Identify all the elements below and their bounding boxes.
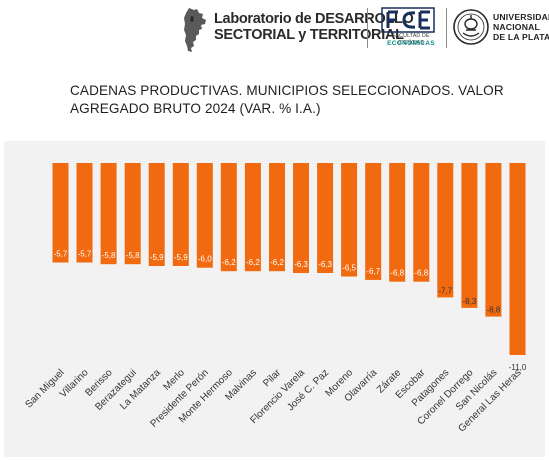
bar xyxy=(293,163,309,273)
bar xyxy=(485,163,502,317)
header-divider-1 xyxy=(367,8,368,48)
bar xyxy=(100,163,117,265)
bar xyxy=(148,163,165,266)
bar xyxy=(76,163,93,263)
data-label: -6,8 xyxy=(390,269,404,278)
bar xyxy=(269,163,285,272)
lab-name: Laboratorio de DESARROLLO SECTORIAL y TE… xyxy=(214,11,414,43)
unlp-name: UNIVERSIDAD NACIONAL DE LA PLATA xyxy=(493,12,549,42)
data-label: -5,7 xyxy=(78,250,92,259)
bar xyxy=(461,163,478,308)
bar xyxy=(244,163,261,272)
unlp-line3: DE LA PLATA xyxy=(493,32,549,42)
data-label: -6,3 xyxy=(294,260,308,269)
data-label: -8,3 xyxy=(463,297,477,306)
lab-name-line1: Laboratorio de DESARROLLO xyxy=(214,11,414,27)
data-label: -8,8 xyxy=(487,306,501,315)
bar xyxy=(509,163,526,355)
bar xyxy=(172,163,189,266)
lab-name-line2: SECTORIAL y TERRITORIAL xyxy=(214,27,404,43)
bar xyxy=(413,163,430,282)
header-divider-2 xyxy=(446,8,447,48)
bar xyxy=(317,163,334,273)
data-label: -5,8 xyxy=(126,251,140,260)
data-label: -6,2 xyxy=(222,258,236,267)
header: Laboratorio de DESARROLLO SECTORIAL y TE… xyxy=(0,0,549,64)
data-label: -6,7 xyxy=(366,267,380,276)
bar xyxy=(437,163,454,298)
bar xyxy=(124,163,141,265)
data-label: -6,0 xyxy=(198,255,212,264)
fce-line1: FACULTAD DE CIENCIAS xyxy=(392,33,430,46)
bar xyxy=(341,163,358,277)
bar xyxy=(389,163,406,282)
unlp-line2: NACIONAL xyxy=(493,22,540,32)
unlp-seal-icon xyxy=(453,9,489,45)
fce-line2: ECONÓMICAS xyxy=(387,40,435,47)
data-label: -7,7 xyxy=(438,286,452,295)
bar xyxy=(365,163,382,280)
data-label: -5,8 xyxy=(102,251,116,260)
argentina-map-logo xyxy=(184,8,206,52)
chart-title: CADENAS PRODUCTIVAS. MUNICIPIOS SELECCIO… xyxy=(70,83,504,116)
data-label: -6,5 xyxy=(342,264,356,273)
data-label: -11,0 xyxy=(509,363,527,372)
data-label: -5,9 xyxy=(150,253,164,262)
data-label: -6,3 xyxy=(318,260,332,269)
data-label: -6,8 xyxy=(414,269,428,278)
data-label: -5,7 xyxy=(54,250,68,259)
bar xyxy=(52,163,69,263)
data-label: -6,2 xyxy=(246,258,260,267)
bar xyxy=(196,163,213,268)
data-label: -6,2 xyxy=(270,258,284,267)
bar xyxy=(220,163,237,272)
fce-logo-mark xyxy=(381,7,435,33)
unlp-line1: UNIVERSIDAD xyxy=(493,12,549,22)
data-label: -5,9 xyxy=(174,253,188,262)
